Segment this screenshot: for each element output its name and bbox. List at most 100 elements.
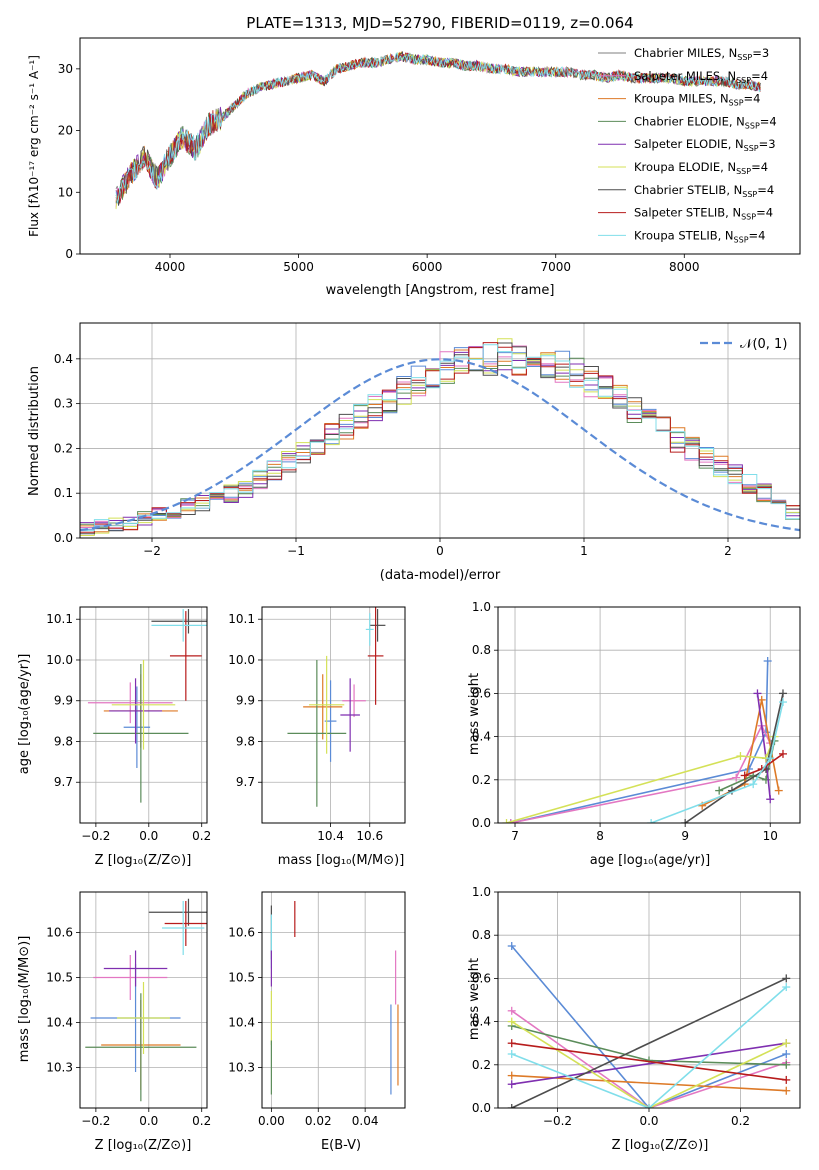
spectrum-panel: PLATE=1313, MJD=52790, FIBERID=0119, z=0… (27, 14, 801, 298)
residuals-panel: −2 −1 0 1 2 0.0 0.1 0.2 0.3 0.4 𝒩(0, 1) (data-mod… (27, 322, 801, 583)
y-tick-label: 0.2 (472, 773, 491, 787)
x-tick-label: 8000 (669, 260, 700, 274)
x-tick-label: 0.2 (192, 829, 211, 843)
legend-label: Chabrier MILES, NSSP=3 (634, 46, 769, 62)
y-tick-label: 9.9 (236, 694, 255, 708)
x-tick-label: 0 (436, 544, 444, 558)
y-tick-label: 10.3 (46, 1061, 73, 1075)
weight-age-ylabel: mass weight (467, 673, 482, 755)
x-tick-label: 9 (681, 829, 689, 843)
weight-line-stelib_chabrier (684, 693, 784, 823)
spectrum-lines (115, 50, 761, 210)
y-tick-label: 0.4 (472, 730, 491, 744)
axes-frame (261, 606, 406, 824)
y-tick-label: 0.4 (472, 1015, 491, 1029)
errorbar-points (85, 898, 207, 1102)
x-tick-label: 7000 (540, 260, 571, 274)
y-tick-label: 9.7 (236, 775, 255, 789)
mass-age-panel: 10.4 10.6 9.7 9.8 9.9 10.0 10.1 mass [log₁₀(M/… (228, 606, 406, 868)
x-tick-label: 0.0 (139, 1114, 158, 1128)
x-tick-label: 0.00 (258, 1114, 285, 1128)
axes-frame (261, 891, 406, 1109)
axes-frame (79, 322, 801, 539)
y-tick-label: 10.0 (46, 653, 73, 667)
x-tick-label: 0.2 (192, 1114, 211, 1128)
y-tick-label: 30 (58, 62, 73, 76)
x-tick-label: 0.2 (731, 1114, 750, 1128)
weight-age-axes: 7 8 9 10 0.0 0.2 0.4 0.6 0.8 1.0 (472, 600, 801, 843)
spectrum-axes: 4000 5000 6000 7000 8000 0 10 20 30 (58, 37, 801, 274)
y-tick-label: 10.0 (228, 653, 255, 667)
gaussian-curve (80, 358, 800, 532)
histogram-bars (80, 338, 800, 536)
x-tick-label: 10.6 (356, 829, 383, 843)
ebv-mass-axes: 0.00 0.02 0.04 10.3 10.4 10.5 10.6 (228, 891, 406, 1128)
spectrum-title: PLATE=1313, MJD=52790, FIBERID=0119, z=0… (246, 14, 633, 32)
x-tick-label: 0.04 (352, 1114, 379, 1128)
z-mass-xlabel: Z [log₁₀(Z/Z⊙)] (95, 1138, 192, 1153)
axes-frame (497, 606, 801, 824)
errorbar-points (287, 607, 386, 807)
x-tick-label: −1 (287, 544, 305, 558)
legend-label: Salpeter MILES, NSSP=4 (634, 69, 768, 85)
ebv-mass-xlabel: E(B-V) (321, 1138, 361, 1153)
residuals-xlabel: (data-model)/error (380, 568, 501, 583)
x-tick-label: 6000 (412, 260, 443, 274)
x-tick-label: 0.0 (139, 829, 158, 843)
y-tick-label: 10.4 (46, 1016, 73, 1030)
z-age-panel: −0.2 0.0 0.2 9.7 9.8 9.9 10.0 10.1 Z [log₁₀(Z/Z… (17, 606, 211, 868)
errorbar-points (270, 901, 399, 1095)
y-tick-label: 9.9 (54, 694, 73, 708)
mass-age-xlabel: mass [log₁₀(M/M⊙)] (278, 853, 405, 868)
weight-age-xlabel: age [log₁₀(age/yr)] (590, 853, 711, 868)
x-tick-label: 7 (511, 829, 519, 843)
x-tick-label: −0.2 (543, 1114, 572, 1128)
weight-z-ylabel: mass weight (467, 958, 482, 1040)
spectrum-ylabel: Flux [fλ10⁻¹⁷ erg cm⁻² s⁻¹ A⁻¹] (27, 55, 41, 237)
y-tick-label: 9.8 (236, 734, 255, 748)
x-tick-label: 10.4 (317, 829, 344, 843)
y-tick-label: 0.6 (472, 686, 491, 700)
y-tick-label: 1.0 (472, 885, 491, 899)
y-tick-label: 10.1 (46, 612, 73, 626)
residuals-gauss-label: 𝒩(0, 1) (740, 337, 787, 352)
y-tick-label: 9.7 (54, 775, 73, 789)
weight-line-elodie_kroupa (511, 1020, 787, 1108)
y-tick-label: 0 (65, 247, 73, 261)
x-tick-label: 0.02 (305, 1114, 332, 1128)
residuals-axes: −2 −1 0 1 2 0.0 0.1 0.2 0.3 0.4 (54, 322, 801, 558)
mass-age-axes: 10.4 10.6 9.7 9.8 9.9 10.0 10.1 (228, 606, 406, 843)
z-age-axes: −0.2 0.0 0.2 9.7 9.8 9.9 10.0 10.1 (46, 606, 211, 843)
y-tick-label: 10 (58, 185, 73, 199)
z-age-xlabel: Z [log₁₀(Z/Z⊙)] (95, 853, 192, 868)
y-tick-label: 0.8 (472, 643, 491, 657)
x-tick-label: −0.2 (81, 829, 110, 843)
weight-line-elodie_salpeter (511, 1042, 787, 1085)
y-tick-label: 10.6 (46, 926, 73, 940)
y-tick-label: 10.6 (228, 926, 255, 940)
weight-line-stelib_salpeter (511, 1042, 787, 1081)
axes-frame (79, 606, 208, 824)
legend-label: Kroupa MILES, NSSP=4 (634, 92, 760, 108)
y-tick-label: 9.8 (54, 734, 73, 748)
legend-label: Chabrier STELIB, NSSP=4 (634, 183, 774, 199)
x-tick-label: 1 (580, 544, 588, 558)
y-tick-label: 0.2 (472, 1058, 491, 1072)
spectrum-xlabel: wavelength [Angstrom, rest frame] (326, 283, 555, 298)
z-mass-panel: −0.2 0.0 0.2 10.3 10.4 10.5 10.6 Z [log₁₀(Z/Z⊙… (17, 891, 211, 1153)
y-tick-label: 10.3 (228, 1061, 255, 1075)
y-tick-label: 20 (58, 124, 73, 138)
ebv-mass-panel: 0.00 0.02 0.04 10.3 10.4 10.5 10.6 E(B-V) (228, 891, 406, 1153)
legend-label: Chabrier ELODIE, NSSP=4 (634, 114, 777, 130)
y-tick-label: 0.4 (54, 352, 73, 366)
weight-age-panel: 7 8 9 10 0.0 0.2 0.4 0.6 0.8 1.0 age [log₁₀(age/y… (467, 600, 801, 868)
weight-lines (507, 942, 791, 1108)
spectrum-line-stelib_kroupa (115, 52, 761, 204)
z-mass-axes: −0.2 0.0 0.2 10.3 10.4 10.5 10.6 (46, 891, 211, 1128)
z-age-ylabel: age [log₁₀(age/yr)] (17, 654, 32, 775)
axes-frame (79, 37, 801, 255)
y-tick-label: 10.4 (228, 1016, 255, 1030)
y-tick-label: 1.0 (472, 600, 491, 614)
y-tick-label: 0.6 (472, 971, 491, 985)
